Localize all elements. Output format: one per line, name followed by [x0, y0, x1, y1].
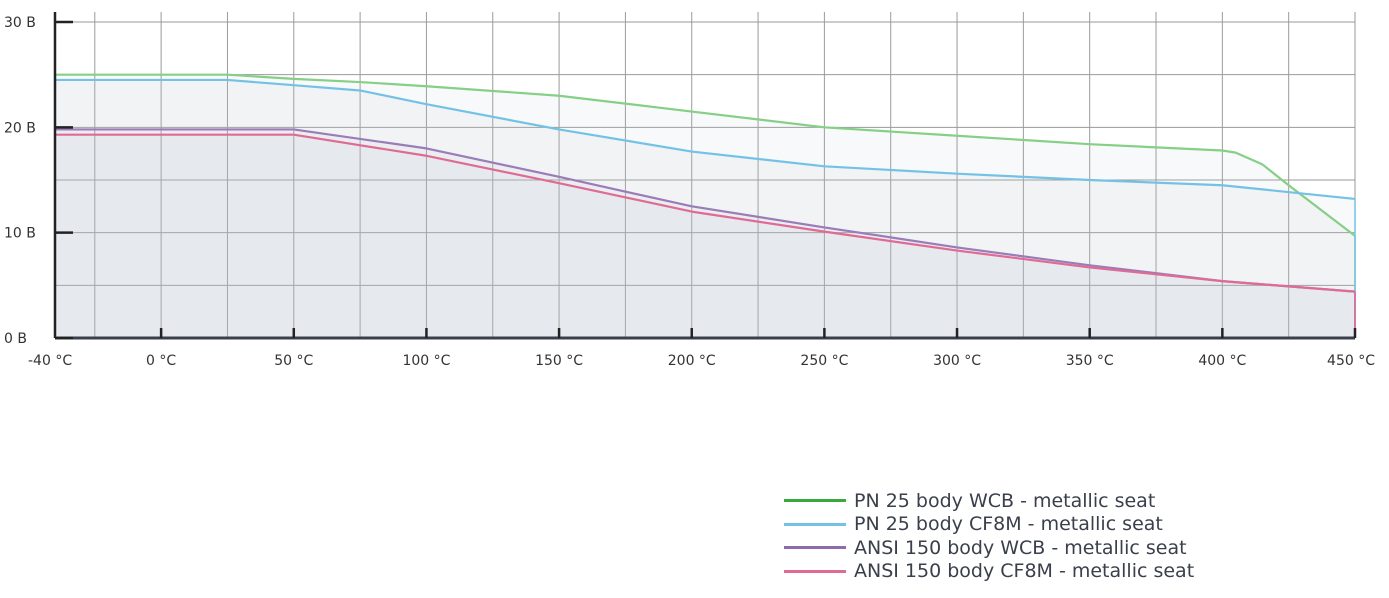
- x-tick-label: 400 °C: [1198, 353, 1246, 369]
- x-tick-label: 50 °C: [274, 353, 313, 369]
- axes: [53, 12, 1357, 340]
- y-tick-label: 10 B: [4, 226, 36, 242]
- legend-swatch: [784, 499, 846, 503]
- legend-label: PN 25 body CF8M - metallic seat: [854, 513, 1163, 536]
- legend-item: PN 25 body WCB - metallic seat: [784, 489, 1194, 513]
- x-tick-label: 200 °C: [668, 353, 716, 369]
- legend-label: ANSI 150 body WCB - metallic seat: [854, 536, 1187, 559]
- legend-label: PN 25 body WCB - metallic seat: [854, 489, 1156, 512]
- x-tick-label: -40 °C: [28, 353, 72, 369]
- legend-item: ANSI 150 body CF8M - metallic seat: [784, 560, 1194, 584]
- y-tick-label: 0 B: [4, 331, 27, 347]
- legend-label: ANSI 150 body CF8M - metallic seat: [854, 560, 1195, 583]
- x-tick-label: 300 °C: [933, 353, 981, 369]
- y-tick-label: 20 B: [4, 120, 36, 136]
- y-tick-label: 30 B: [4, 15, 36, 31]
- plot-background: [55, 12, 1355, 338]
- series-line-0: [55, 73, 1356, 237]
- x-tick-label: 100 °C: [402, 353, 450, 369]
- x-tick-label: 450 °C: [1327, 353, 1375, 369]
- x-tick-label: 250 °C: [800, 353, 848, 369]
- legend-item: ANSI 150 body WCB - metallic seat: [784, 536, 1194, 560]
- series-area-2: [55, 129, 1355, 338]
- series-line-3: [55, 133, 1356, 293]
- x-tick-label: 0 °C: [146, 353, 176, 369]
- x-tick-label: 350 °C: [1066, 353, 1114, 369]
- tick-labels: 0 B 10 B 20 B 30 B -40 °C 0 °C 50 °C 100 °C 150 …: [4, 15, 1375, 369]
- x-tick-label: 150 °C: [535, 353, 583, 369]
- legend-swatch: [784, 522, 846, 526]
- series-area-3: [55, 134, 1355, 338]
- series-line-1: [55, 78, 1356, 201]
- plot-area: [55, 12, 1355, 338]
- legend: PN 25 body WCB - metallic seat PN 25 body…: [784, 489, 1194, 583]
- legend-item: PN 25 body CF8M - metallic seat: [784, 513, 1194, 537]
- legend-swatch: [784, 546, 846, 550]
- temperature-pressure-chart: 0 B 10 B 20 B 30 B -40 °C 0 °C 50 °C 100 °C 150 …: [4, 12, 1375, 369]
- legend-swatch: [784, 569, 846, 573]
